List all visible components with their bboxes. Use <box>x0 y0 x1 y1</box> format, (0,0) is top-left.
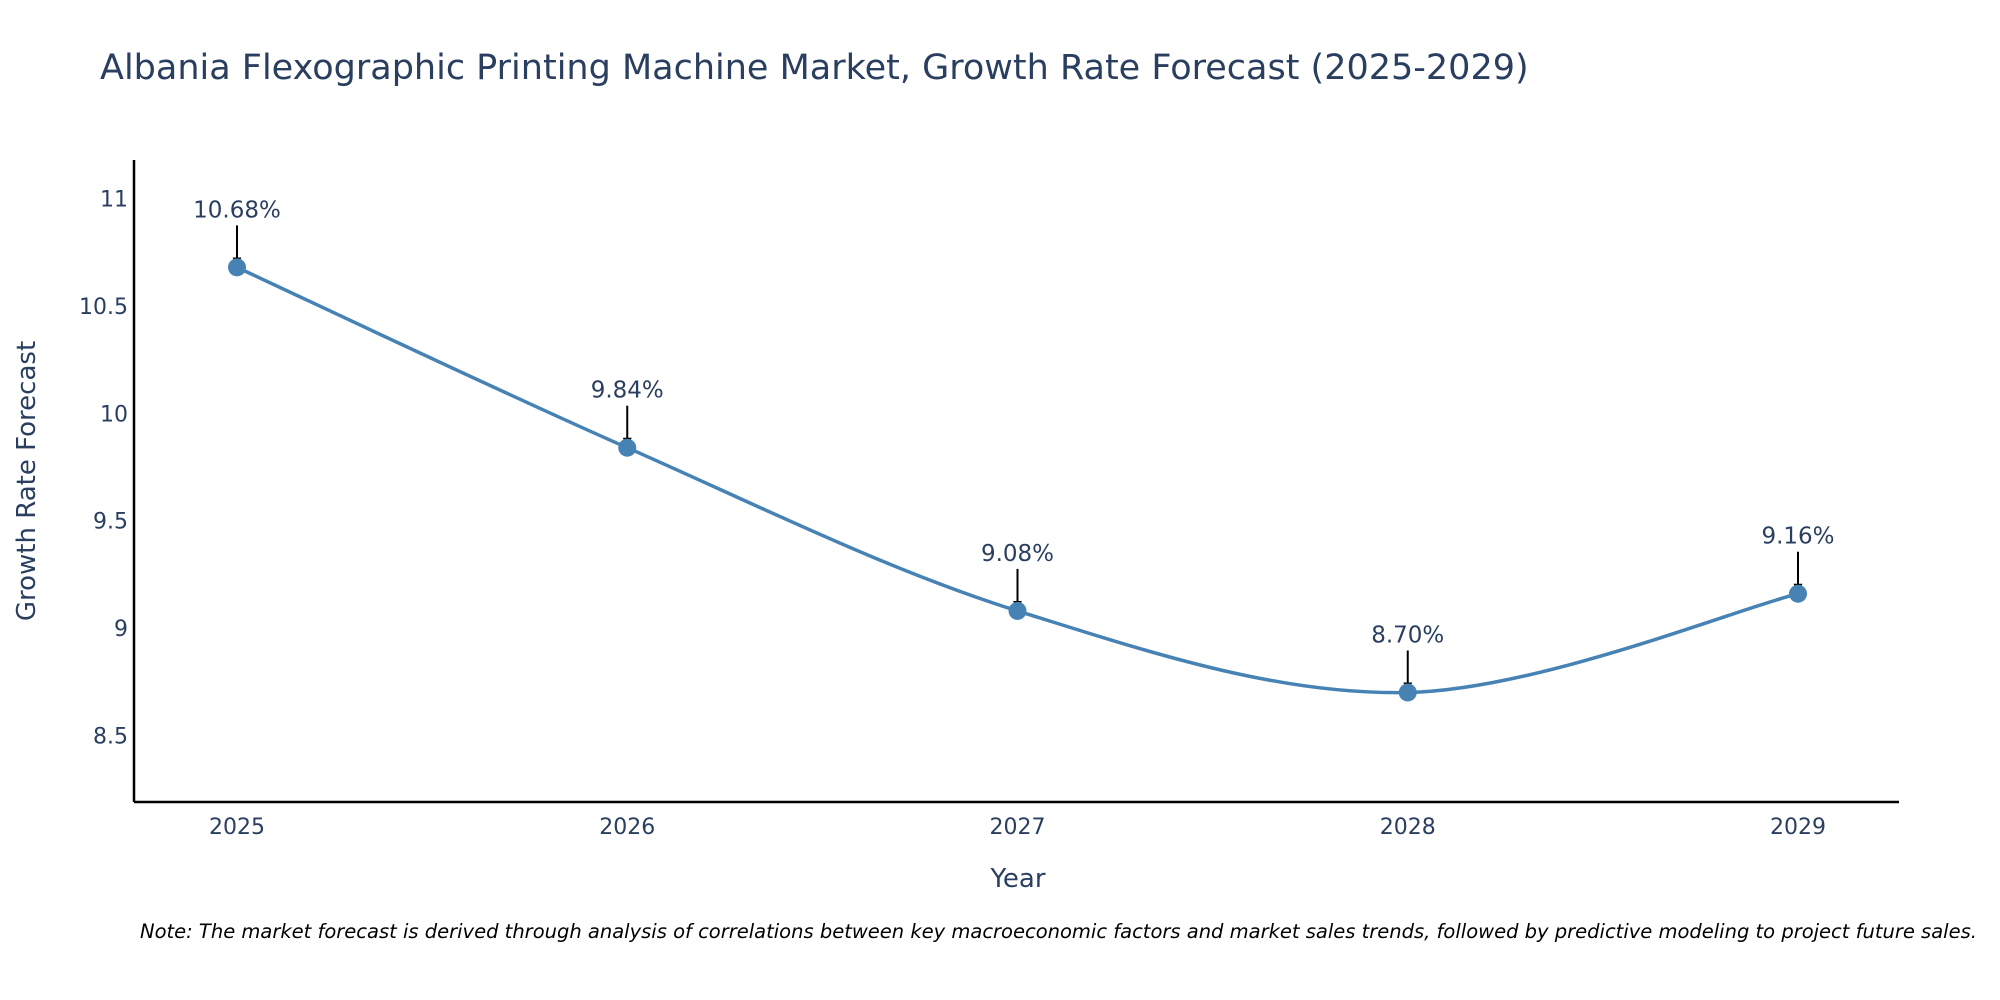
data-label-annotations: 10.68% 9.84% 9.08% 8.70% 9.16% <box>193 197 1835 692</box>
series-line <box>236 265 1799 695</box>
x-tick-label: 2028 <box>1380 815 1436 840</box>
y-tick-label: 11 <box>100 188 128 213</box>
y-axis-title: Growth Rate Forecast <box>12 341 42 621</box>
y-tick-label: 9.5 <box>93 510 128 535</box>
data-label: 9.16% <box>1761 524 1834 550</box>
chart-title: Albania Flexographic Printing Machine Ma… <box>100 48 1529 88</box>
x-tick-label: 2026 <box>599 815 655 840</box>
chart-note: Note: The market forecast is derived thr… <box>140 920 1977 943</box>
data-point <box>1008 601 1027 620</box>
x-axis-ticks: 2025 2026 2027 2028 2029 <box>209 815 1826 840</box>
data-point <box>228 258 246 277</box>
data-label: 9.84% <box>591 378 664 404</box>
y-tick-label: 10.5 <box>79 295 128 320</box>
y-tick-label: 10 <box>100 402 128 427</box>
data-point <box>1398 683 1417 702</box>
x-tick-label: 2025 <box>209 815 265 840</box>
data-point <box>618 438 637 457</box>
data-point <box>1789 584 1807 603</box>
x-axis-title: Year <box>989 864 1045 894</box>
y-axis-ticks: 8.5 9 9.5 10 10.5 11 <box>79 188 128 750</box>
data-label: 10.68% <box>193 197 281 223</box>
x-tick-label: 2027 <box>990 815 1046 840</box>
x-tick-label: 2029 <box>1770 815 1826 840</box>
y-tick-label: 8.5 <box>93 724 128 749</box>
y-tick-label: 9 <box>114 617 128 642</box>
data-point-markers <box>228 258 1807 702</box>
data-label: 8.70% <box>1371 622 1444 648</box>
data-label: 9.08% <box>981 541 1054 567</box>
